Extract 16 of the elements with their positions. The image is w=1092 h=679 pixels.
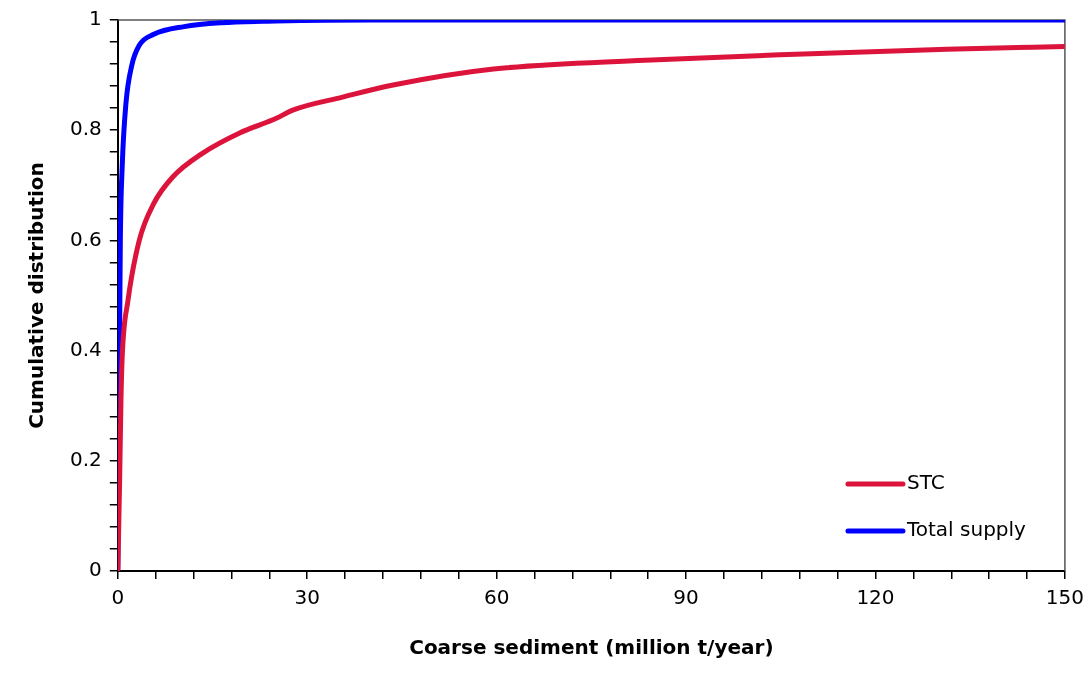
- x-tick-label: 150: [1045, 585, 1085, 610]
- x-tick-label: 0: [111, 585, 125, 610]
- x-tick-label: 120: [856, 585, 895, 610]
- legend-label: STC: [906, 470, 945, 495]
- y-axis-title: Cumulative distribution: [24, 162, 49, 429]
- y-tick-label: 1: [89, 6, 102, 31]
- x-axis-title: Coarse sediment (million t/year): [409, 635, 774, 660]
- x-tick-label: 30: [294, 585, 320, 610]
- x-tick-label: 60: [483, 585, 510, 610]
- y-tick-label: 0.8: [69, 116, 102, 141]
- y-tick-label: 0.4: [69, 336, 102, 361]
- legend-label: Total supply: [905, 517, 1027, 542]
- y-tick-label: 0.6: [69, 226, 102, 251]
- x-tick-label: 90: [673, 585, 699, 610]
- y-tick-label: 0.2: [69, 447, 102, 471]
- y-tick-label: 0: [89, 557, 102, 582]
